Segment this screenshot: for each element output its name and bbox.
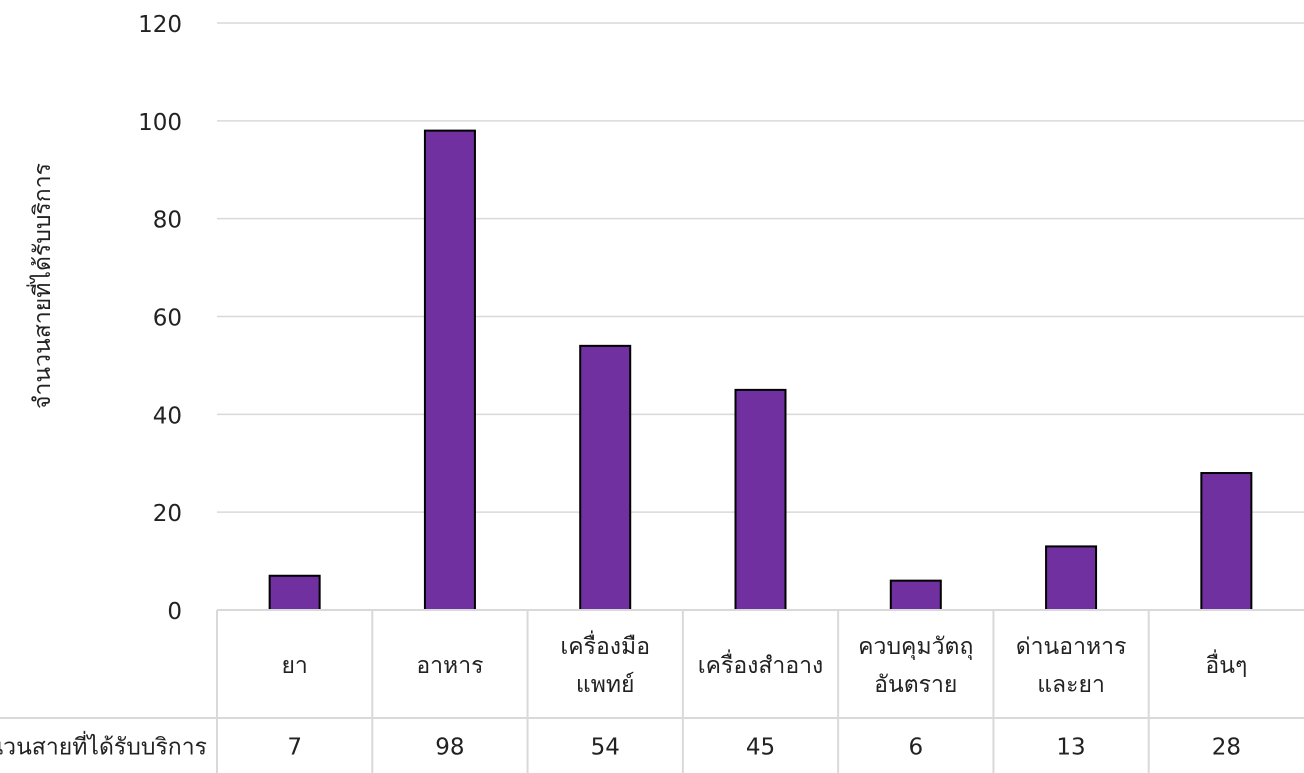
data-value-label: 7: [287, 735, 302, 761]
category-label: ด่านอาหาร: [1016, 634, 1127, 660]
data-value-label: 28: [1212, 735, 1241, 761]
category-label: เครื่องมือ: [560, 630, 650, 660]
bar: [268, 574, 321, 612]
category-label: อาหาร: [416, 653, 483, 679]
y-tick-label: 100: [138, 110, 182, 136]
data-value-label: 6: [908, 735, 923, 761]
category-label: เครื่องสำอาง: [698, 649, 824, 679]
gridlines: [217, 22, 1304, 513]
data-value-label: 13: [1056, 735, 1085, 761]
y-tick-label: 60: [153, 306, 182, 332]
data-value-label: 45: [746, 735, 775, 761]
bar: [423, 129, 476, 611]
bar: [579, 344, 632, 611]
bar: [889, 579, 942, 612]
category-label: อื่นๆ: [1205, 649, 1247, 679]
y-tick-label: 80: [153, 208, 182, 234]
series-name-label: จำนวนสายที่ได้รับบริการ: [0, 731, 207, 761]
category-label: อันตราย: [874, 672, 957, 698]
category-label: แพทย์: [576, 671, 635, 698]
bar: [1045, 545, 1098, 611]
data-value-label: 98: [435, 735, 464, 761]
y-tick-label: 0: [167, 599, 182, 625]
y-tick-label: 20: [153, 501, 182, 527]
y-axis-title: จำนวนสายที่ได้รับบริการ: [26, 163, 56, 409]
bar: [1200, 472, 1253, 611]
category-label: ยา: [281, 653, 307, 679]
y-tick-label: 120: [138, 12, 182, 38]
data-value-label: 54: [591, 735, 620, 761]
category-label: ควบคุมวัตถุ: [858, 634, 973, 660]
bar: [734, 388, 787, 611]
category-label: และยา: [1037, 672, 1105, 698]
y-axis-ticks: 0 20 40 60 80 100 120: [138, 12, 182, 625]
y-tick-label: 40: [153, 403, 182, 429]
bars: [268, 129, 1253, 612]
